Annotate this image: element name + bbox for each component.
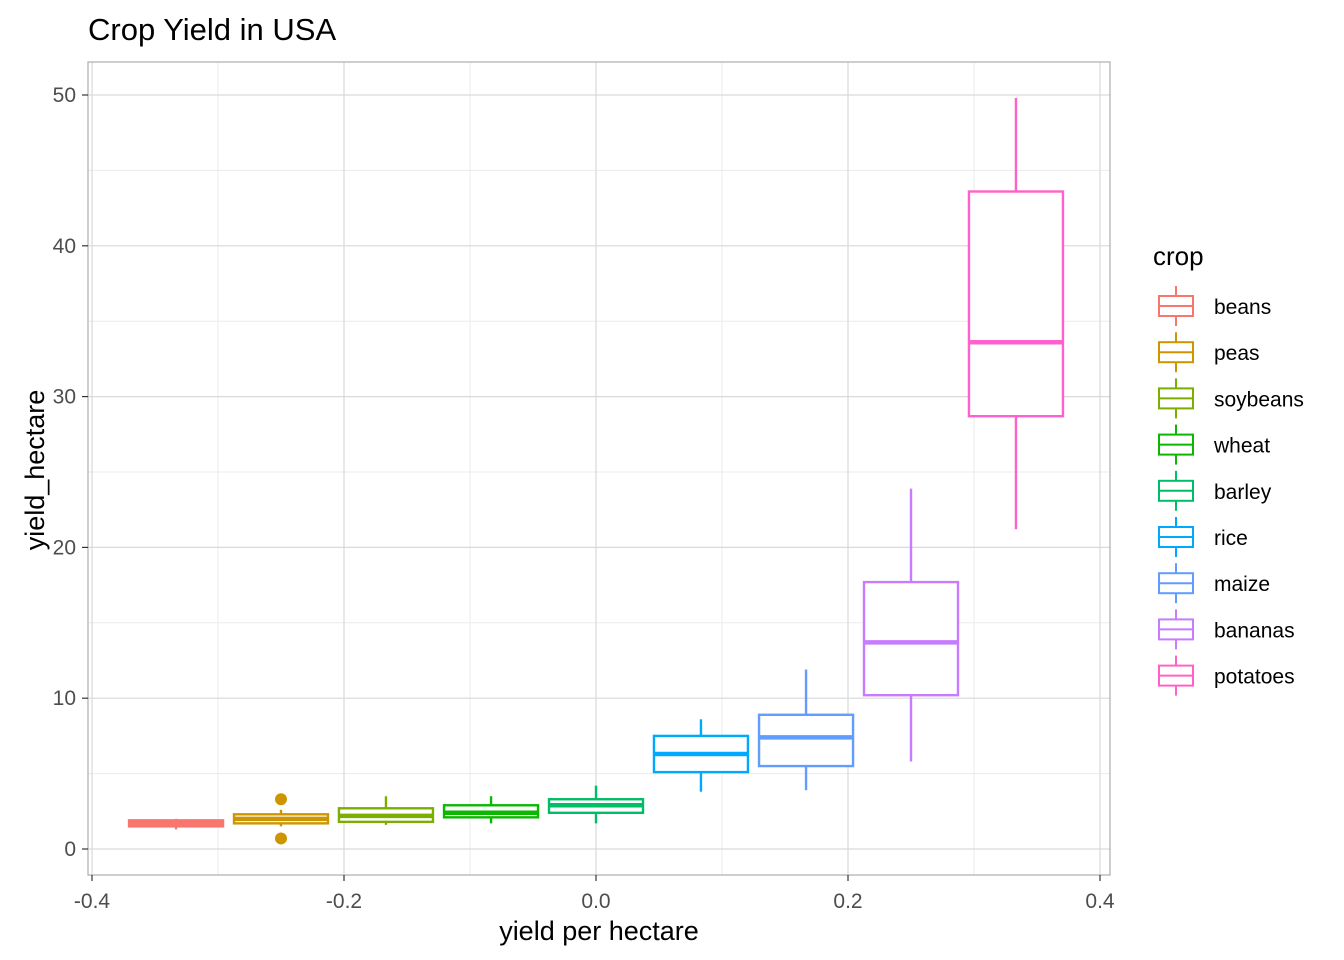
- legend-item-potatoes: potatoes: [1158, 655, 1295, 696]
- legend-label: wheat: [1213, 435, 1270, 458]
- legend-label: maize: [1214, 573, 1270, 596]
- legend-item-maize: maize: [1158, 563, 1270, 604]
- box-maize: [757, 669, 855, 791]
- legend-label: rice: [1214, 527, 1248, 550]
- legend-item-soybeans: soybeans: [1158, 378, 1304, 419]
- legend-item-beans: beans: [1158, 286, 1271, 326]
- box-iqr: [862, 580, 960, 697]
- legend-item-peas: peas: [1158, 332, 1260, 373]
- y-tick-label: 30: [53, 386, 76, 409]
- legend-title: crop: [1153, 241, 1204, 271]
- box-rice: [652, 719, 750, 792]
- legend-item-rice: rice: [1158, 517, 1248, 557]
- box-barley: [547, 785, 645, 824]
- y-tick-label: 20: [53, 536, 76, 559]
- legend-label: bananas: [1214, 619, 1295, 642]
- y-axis-label: yield_hectare: [20, 390, 50, 551]
- boxplot-marks: [127, 98, 1065, 845]
- legend-label: beans: [1214, 296, 1271, 319]
- legend-items: beans peas soybeans wheat barley rice maize ban…: [1158, 286, 1304, 696]
- box-peas: [232, 793, 330, 845]
- legend-item-bananas: bananas: [1158, 609, 1295, 650]
- x-tick-label: 0.2: [833, 890, 862, 913]
- box-wheat: [442, 796, 540, 824]
- legend-label: barley: [1214, 481, 1272, 504]
- chart-title: Crop Yield in USA: [88, 12, 336, 47]
- legend: crop beans peas soybeans wheat barley rice mai…: [1153, 241, 1304, 696]
- box-potatoes: [967, 98, 1065, 530]
- y-tick-label: 40: [53, 235, 76, 258]
- box-iqr: [967, 190, 1065, 418]
- x-tick-label: 0.4: [1085, 890, 1115, 913]
- axes: -0.4 -0.2 0.0 0.2 0.4 0 10 20 30 40 50: [53, 61, 1115, 913]
- x-tick-label: -0.2: [326, 890, 362, 913]
- plot-panel: [88, 62, 1110, 875]
- box-beans: [127, 818, 225, 830]
- y-tick-label: 0: [64, 838, 76, 861]
- outlier-point: [275, 793, 287, 806]
- panel-border: [87, 61, 1111, 876]
- legend-item-wheat: wheat: [1158, 424, 1270, 465]
- box-iqr: [757, 713, 855, 768]
- box-bananas: [862, 488, 960, 762]
- panel-background: [88, 62, 1110, 875]
- box-soybeans: [337, 796, 435, 825]
- x-axis-label: yield per hectare: [499, 916, 699, 946]
- legend-label: potatoes: [1214, 666, 1295, 689]
- x-tick-label: 0.0: [581, 890, 610, 913]
- y-tick-label: 10: [53, 687, 76, 710]
- y-tick-label: 50: [53, 84, 76, 107]
- x-tick-label: -0.4: [74, 890, 111, 913]
- legend-item-barley: barley: [1158, 470, 1272, 511]
- legend-label: soybeans: [1214, 388, 1304, 411]
- outlier-point: [275, 832, 287, 845]
- legend-label: peas: [1214, 342, 1260, 365]
